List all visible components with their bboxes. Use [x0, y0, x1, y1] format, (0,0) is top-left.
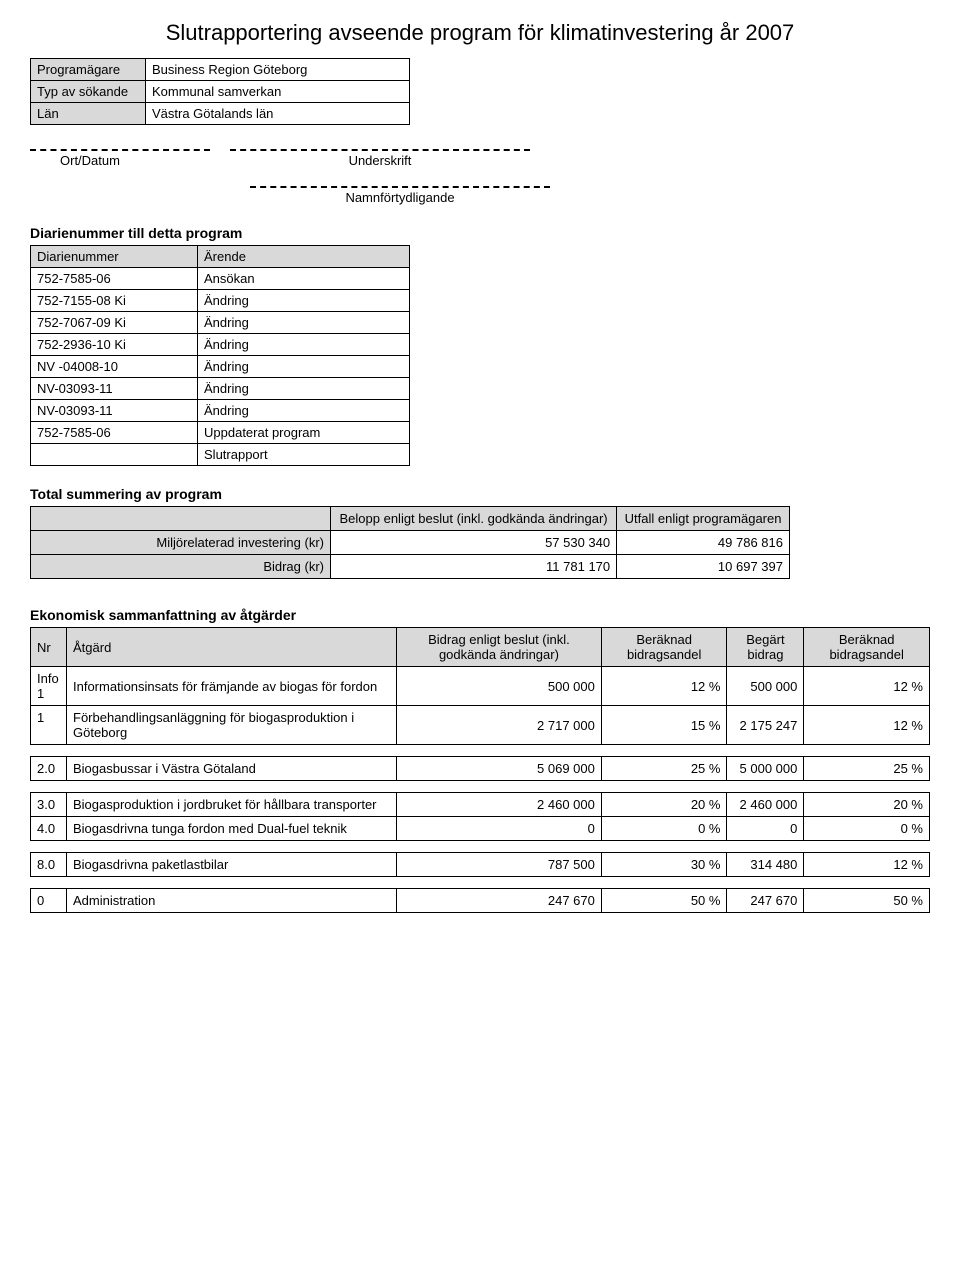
eco-cell-beraknad2: 12 % [804, 667, 930, 706]
summary-col-belopp: Belopp enligt beslut (inkl. godkända änd… [331, 507, 617, 531]
eco-cell-beraknad2: 0 % [804, 817, 930, 841]
eco-cell-bidrag-beslut: 787 500 [397, 853, 602, 877]
county-value: Västra Götalands län [146, 103, 410, 125]
eco-cell-nr: 3.0 [31, 793, 67, 817]
eco-cell-beraknad1: 15 % [601, 706, 727, 745]
eco-cell-begart: 5 000 000 [727, 757, 804, 781]
eco-cell-beraknad1: 25 % [601, 757, 727, 781]
eco-cell-nr: 2.0 [31, 757, 67, 781]
signature-row-1: Ort/Datum Underskrift [30, 149, 930, 168]
page-title: Slutrapportering avseende program för kl… [30, 20, 930, 46]
eco-cell-nr: Info 1 [31, 667, 67, 706]
summary-cell-utfall: 49 786 816 [617, 531, 790, 555]
diarie-cell-nr: 752-7067-09 Ki [31, 312, 198, 334]
summary-cell-belopp: 11 781 170 [331, 555, 617, 579]
diarie-col-nr: Diarienummer [31, 246, 198, 268]
eco-cell-beraknad1: 12 % [601, 667, 727, 706]
eco-cell-begart: 247 670 [727, 889, 804, 913]
applicant-type-label: Typ av sökande [31, 81, 146, 103]
eco-heading: Ekonomisk sammanfattning av åtgärder [30, 607, 930, 623]
eco-cell-atgard: Biogasbussar i Västra Götaland [67, 757, 397, 781]
diarie-cell-nr: 752-7585-06 [31, 268, 198, 290]
eco-col-begart: Begärt bidrag [727, 628, 804, 667]
eco-cell-atgard: Biogasproduktion i jordbruket för hållba… [67, 793, 397, 817]
diarie-cell-arende: Ändring [198, 290, 410, 312]
eco-cell-begart: 500 000 [727, 667, 804, 706]
eco-cell-begart: 2 460 000 [727, 793, 804, 817]
eco-cell-beraknad1: 0 % [601, 817, 727, 841]
eco-cell-atgard: Informationsinsats för främjande av biog… [67, 667, 397, 706]
eco-cell-beraknad2: 50 % [804, 889, 930, 913]
summary-col-blank [31, 507, 331, 531]
diarie-cell-nr: 752-7155-08 Ki [31, 290, 198, 312]
namn-label: Namnförtydligande [250, 188, 550, 205]
summary-row-label: Miljörelaterad investering (kr) [31, 531, 331, 555]
owner-label: Programägare [31, 59, 146, 81]
eco-cell-beraknad2: 12 % [804, 853, 930, 877]
program-info-table: Programägare Business Region Göteborg Ty… [30, 58, 410, 125]
diarie-cell-nr [31, 444, 198, 466]
diarie-cell-nr: NV-03093-11 [31, 378, 198, 400]
diarie-cell-arende: Ändring [198, 378, 410, 400]
eco-col-nr: Nr [31, 628, 67, 667]
diarie-cell-arende: Ändring [198, 334, 410, 356]
diarie-cell-arende: Ändring [198, 312, 410, 334]
eco-cell-bidrag-beslut: 500 000 [397, 667, 602, 706]
summary-heading: Total summering av program [30, 486, 930, 502]
eco-cell-atgard: Förbehandlingsanläggning för biogasprodu… [67, 706, 397, 745]
eco-cell-beraknad2: 20 % [804, 793, 930, 817]
summary-row-label: Bidrag (kr) [31, 555, 331, 579]
eco-cell-bidrag-beslut: 247 670 [397, 889, 602, 913]
eco-cell-begart: 0 [727, 817, 804, 841]
eco-cell-atgard: Biogasdrivna tunga fordon med Dual-fuel … [67, 817, 397, 841]
eco-cell-atgard: Biogasdrivna paketlastbilar [67, 853, 397, 877]
owner-value: Business Region Göteborg [146, 59, 410, 81]
eco-col-beraknad1: Beräknad bidragsandel [601, 628, 727, 667]
summary-col-utfall: Utfall enligt programägaren [617, 507, 790, 531]
diarie-cell-nr: NV -04008-10 [31, 356, 198, 378]
diarie-heading: Diarienummer till detta program [30, 225, 930, 241]
diarie-cell-arende: Ändring [198, 400, 410, 422]
eco-cell-bidrag-beslut: 2 717 000 [397, 706, 602, 745]
eco-cell-beraknad1: 50 % [601, 889, 727, 913]
diarie-col-arende: Ärende [198, 246, 410, 268]
eco-cell-nr: 0 [31, 889, 67, 913]
summary-cell-utfall: 10 697 397 [617, 555, 790, 579]
eco-cell-beraknad2: 25 % [804, 757, 930, 781]
eco-cell-nr: 1 [31, 706, 67, 745]
summary-cell-belopp: 57 530 340 [331, 531, 617, 555]
eco-cell-atgard: Administration [67, 889, 397, 913]
eco-cell-bidrag-beslut: 0 [397, 817, 602, 841]
eco-cell-beraknad1: 30 % [601, 853, 727, 877]
eco-cell-beraknad1: 20 % [601, 793, 727, 817]
diarie-cell-nr: NV-03093-11 [31, 400, 198, 422]
diarie-cell-arende: Uppdaterat program [198, 422, 410, 444]
county-label: Län [31, 103, 146, 125]
eco-cell-nr: 4.0 [31, 817, 67, 841]
diarie-cell-nr: 752-7585-06 [31, 422, 198, 444]
diarie-cell-arende: Ändring [198, 356, 410, 378]
eco-col-bidrag-beslut: Bidrag enligt beslut (inkl. godkända änd… [397, 628, 602, 667]
place-date-label: Ort/Datum [30, 151, 210, 168]
eco-cell-bidrag-beslut: 2 460 000 [397, 793, 602, 817]
diarie-cell-arende: Slutrapport [198, 444, 410, 466]
diarie-table: Diarienummer Ärende 752-7585-06Ansökan75… [30, 245, 410, 466]
eco-table: Nr Åtgärd Bidrag enligt beslut (inkl. go… [30, 627, 930, 913]
eco-col-beraknad2: Beräknad bidragsandel [804, 628, 930, 667]
diarie-cell-arende: Ansökan [198, 268, 410, 290]
eco-cell-bidrag-beslut: 5 069 000 [397, 757, 602, 781]
eco-cell-begart: 314 480 [727, 853, 804, 877]
signature-row-2: Namnförtydligande [30, 186, 930, 205]
applicant-type-value: Kommunal samverkan [146, 81, 410, 103]
summary-table: Belopp enligt beslut (inkl. godkända änd… [30, 506, 790, 579]
underskrift-label: Underskrift [230, 151, 530, 168]
eco-col-atgard: Åtgärd [67, 628, 397, 667]
diarie-cell-nr: 752-2936-10 Ki [31, 334, 198, 356]
eco-cell-begart: 2 175 247 [727, 706, 804, 745]
eco-cell-beraknad2: 12 % [804, 706, 930, 745]
eco-cell-nr: 8.0 [31, 853, 67, 877]
